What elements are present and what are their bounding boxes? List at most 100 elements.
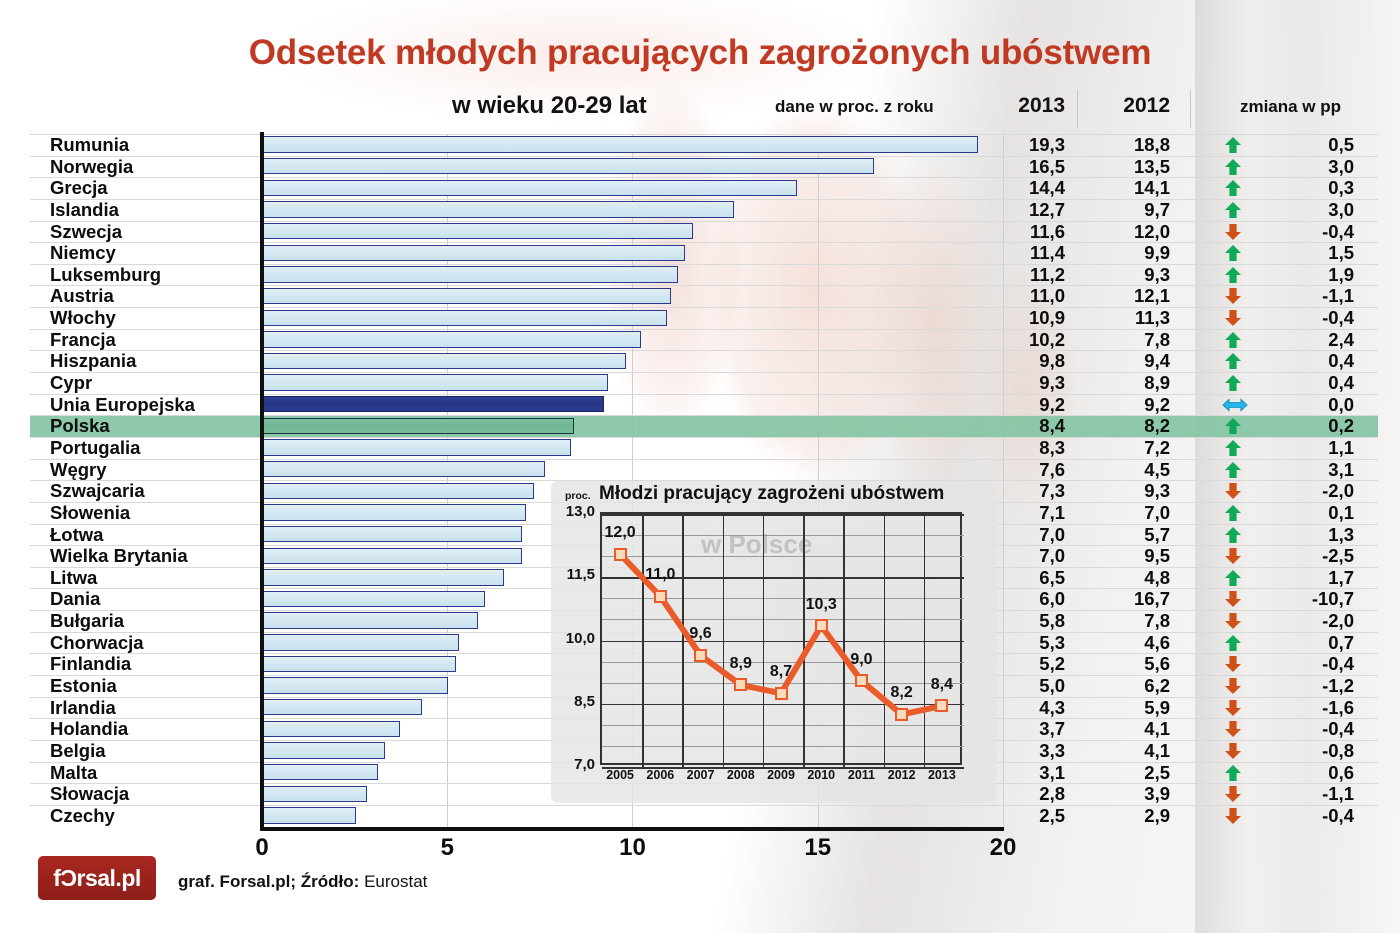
value-2012: 9,3	[1144, 263, 1170, 285]
table-row: Norwegia 16,5 13,5 3,0	[0, 155, 1400, 178]
value-bar	[263, 179, 797, 197]
inset-chart-title: Młodzi pracujący zagrożeni ubóstwem	[599, 483, 945, 504]
inset-data-label: 8,9	[729, 654, 752, 672]
value-bar	[263, 374, 608, 391]
inset-y-minor-gridline	[602, 724, 964, 726]
value-change: 0,1	[1328, 501, 1354, 523]
value-2013: 2,5	[1039, 804, 1065, 826]
value-change: 0,7	[1328, 631, 1354, 653]
inset-y-gridline	[602, 767, 964, 769]
country-label: Litwa	[50, 566, 98, 588]
value-change: 3,1	[1328, 458, 1354, 480]
inset-chart-panel: proc. Młodzi pracujący zagrożeni ubóstwe…	[551, 481, 997, 803]
value-bar	[263, 287, 671, 305]
inset-data-marker	[734, 678, 748, 692]
value-bar	[263, 807, 356, 824]
row-separator	[30, 436, 1378, 438]
value-2012: 5,6	[1144, 653, 1170, 675]
inset-data-marker	[653, 589, 667, 603]
value-bar	[263, 655, 456, 673]
value-2012: 9,9	[1144, 242, 1170, 264]
table-row: Węgry 7,6 4,5 3,1	[0, 458, 1400, 481]
value-2012: 2,9	[1144, 804, 1170, 826]
value-bar	[263, 482, 534, 500]
value-change: 0,3	[1328, 177, 1354, 199]
value-2013: 3,1	[1039, 761, 1065, 783]
value-2013: 5,0	[1039, 675, 1065, 697]
country-label: Holandia	[50, 718, 129, 740]
row-separator	[30, 458, 1378, 460]
value-2012: 7,8	[1144, 328, 1170, 350]
inset-x-label: 2009	[767, 768, 795, 782]
value-bar	[263, 244, 686, 261]
row-separator	[30, 198, 1378, 200]
value-bar	[263, 612, 478, 629]
x-axis-line	[262, 827, 1004, 831]
value-change: 1,3	[1328, 523, 1354, 545]
value-2013: 9,3	[1039, 372, 1065, 394]
value-change: 0,5	[1328, 134, 1354, 155]
country-label: Francja	[50, 328, 116, 350]
x-tick-10: 10	[619, 834, 646, 861]
y-axis-line	[260, 132, 264, 831]
table-row: Włochy 10,9 11,3 -0,4	[0, 307, 1400, 329]
change-down-icon	[1222, 287, 1248, 305]
country-label: Austria	[50, 285, 114, 307]
change-up-icon	[1222, 634, 1248, 652]
value-2013: 7,0	[1039, 545, 1065, 567]
value-2013: 3,3	[1039, 739, 1065, 761]
value-2013: 7,6	[1039, 458, 1065, 480]
value-change: -2,5	[1322, 545, 1354, 567]
value-2013: 10,2	[1028, 328, 1065, 350]
x-tick-20: 20	[989, 834, 1017, 861]
value-change: -0,4	[1322, 307, 1354, 329]
value-change: 0,4	[1328, 350, 1354, 372]
inset-x-gridline	[803, 514, 805, 767]
value-2013: 8,3	[1039, 436, 1065, 458]
change-down-icon	[1222, 720, 1248, 738]
value-2013: 5,2	[1039, 653, 1065, 675]
change-down-icon	[1222, 807, 1248, 825]
value-2012: 18,8	[1133, 134, 1170, 155]
value-bar	[263, 352, 627, 370]
country-label: Słowenia	[50, 501, 131, 523]
background-top-glow	[150, 0, 1050, 150]
value-bar	[263, 590, 486, 608]
inset-data-marker	[694, 648, 708, 662]
value-change: -10,7	[1311, 588, 1354, 610]
country-label: Węgry	[50, 458, 107, 480]
inset-data-marker	[895, 707, 909, 721]
row-separator	[30, 263, 1378, 265]
value-2012: 16,7	[1133, 588, 1170, 610]
inset-x-gridline	[642, 514, 644, 767]
value-2012: 12,1	[1133, 285, 1170, 307]
source-prefix: graf. Forsal.pl; Źródło:	[178, 872, 360, 891]
country-label: Bułgaria	[50, 610, 125, 632]
value-bar	[263, 158, 875, 175]
inset-y-label: 10,0	[565, 629, 595, 647]
inset-x-label: 2011	[847, 768, 875, 782]
inset-x-gridline	[883, 514, 886, 767]
table-row: Wielka Brytania 7,0 9,5 -2,5	[0, 545, 1400, 567]
value-2012: 7,0	[1144, 501, 1170, 523]
value-2012: 4,6	[1144, 631, 1170, 653]
change-up-icon	[1222, 526, 1248, 544]
row-separator	[30, 328, 1378, 330]
source-value: Eurostat	[364, 872, 428, 891]
value-2012: 9,2	[1144, 393, 1170, 415]
value-change: 1,9	[1328, 263, 1354, 285]
value-2013: 6,5	[1039, 566, 1065, 588]
value-change: 0,2	[1328, 415, 1354, 437]
forsal-logo[interactable]: fƆrsal.pl	[38, 856, 156, 900]
value-2013: 11,2	[1030, 263, 1065, 285]
value-2013: 7,0	[1039, 523, 1065, 545]
change-up-icon	[1222, 179, 1248, 197]
value-bar	[263, 417, 575, 435]
country-label: Irlandia	[50, 696, 116, 718]
change-up-icon	[1222, 569, 1248, 587]
row-separator	[30, 307, 1378, 309]
country-label: Luksemburg	[50, 263, 162, 285]
row-separator	[30, 134, 1378, 135]
change-up-icon	[1222, 352, 1248, 370]
